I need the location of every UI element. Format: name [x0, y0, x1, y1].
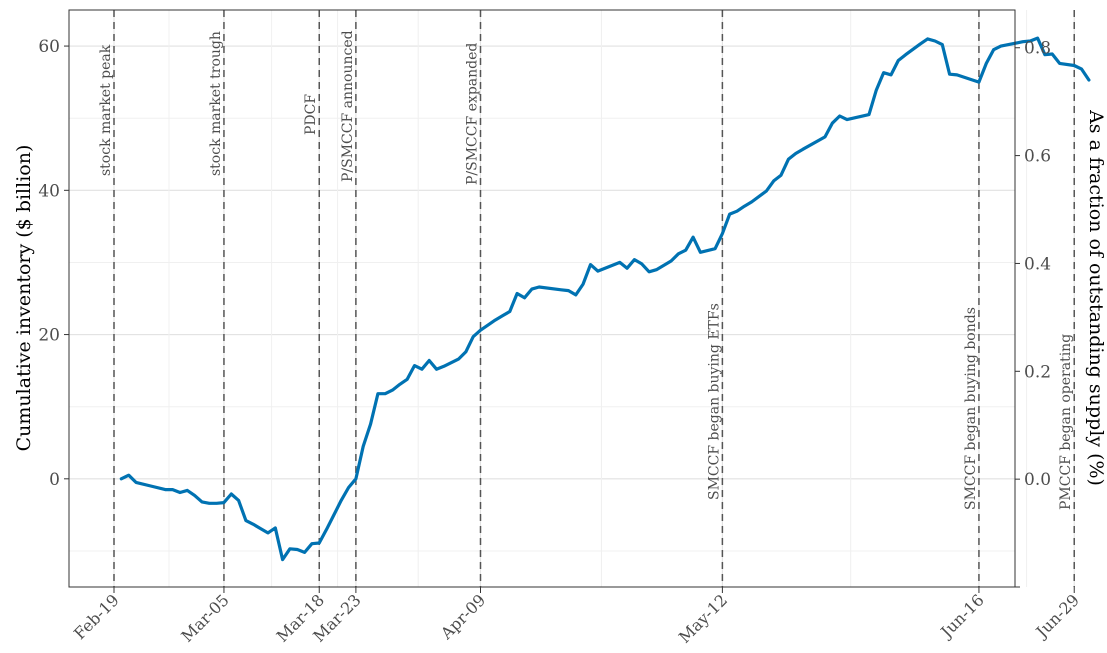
y-tick-label: 60: [38, 37, 60, 57]
y2-tick-label: 0.4: [1024, 254, 1051, 274]
y-axis-title: Cumulative inventory ($ billion): [13, 145, 35, 452]
event-label: P/SMCCF announced: [340, 30, 356, 182]
y-tick-label: 20: [38, 326, 60, 346]
y-tick-label: 40: [38, 181, 60, 201]
event-label: stock market peak: [98, 44, 114, 176]
y-axis-right: 0.0 0.2 0.4 0.6 0.8: [1015, 39, 1051, 588]
event-label: PMCCF began operating: [1058, 334, 1074, 510]
y2-tick-label: 0.8: [1024, 39, 1051, 59]
series-line-group: [119, 36, 1091, 562]
event-label: SMCCF began buying bonds: [963, 307, 979, 510]
y2-tick-label: 0.2: [1024, 362, 1051, 382]
y2-tick-label: 0.6: [1024, 147, 1051, 167]
event-markers: stock market peak stock market trough PDCF…: [98, 10, 1075, 587]
event-label: stock market trough: [208, 31, 224, 176]
y2-axis-title: As a fraction of outstanding supply (%): [1085, 109, 1107, 486]
y2-tick-label: 0.0: [1024, 470, 1051, 490]
event-label: PDCF: [303, 94, 319, 135]
plot-panel-border: [68, 9, 1016, 588]
y-tick-label: 0: [49, 470, 60, 490]
series-line: [119, 36, 1091, 562]
event-label: SMCCF began buying ETFs: [706, 303, 722, 500]
y-axis-left: 0 20 40 60: [38, 37, 69, 490]
event-label: P/SMCCF expanded: [465, 43, 481, 185]
